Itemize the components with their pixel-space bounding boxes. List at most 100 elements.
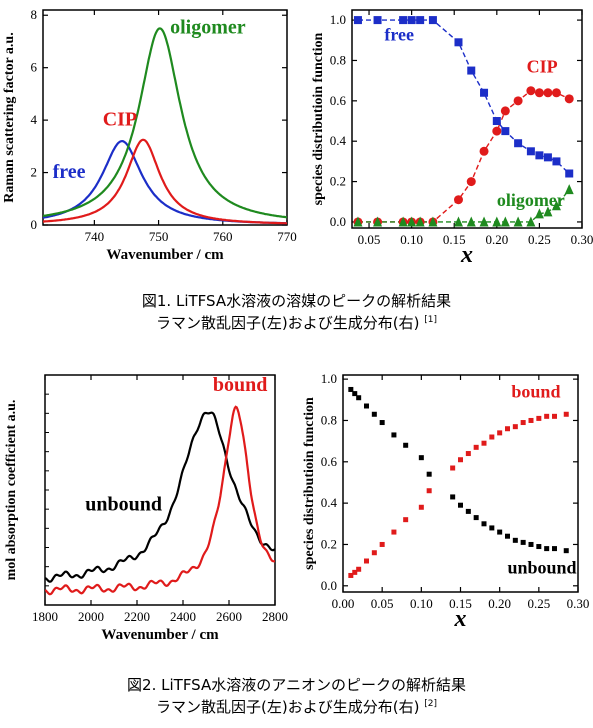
- series-unbound-point: [528, 541, 534, 547]
- series-free-point: [552, 157, 561, 166]
- series-label-free: free: [384, 24, 414, 44]
- series-oligomer-point: [373, 216, 383, 227]
- series-unbound-curve: [45, 411, 275, 583]
- series-bound-point: [489, 434, 495, 440]
- x-tick-label: 770: [277, 229, 297, 244]
- series-oligomer-point: [415, 216, 425, 227]
- series-bound-point: [552, 413, 557, 419]
- series-unbound-point: [391, 432, 397, 438]
- series-cip-point: [551, 88, 561, 98]
- series-oligomer-point: [513, 216, 523, 227]
- x-tick-label: 0.00: [332, 596, 355, 611]
- y-tick-label: 0.2: [330, 174, 346, 189]
- series-free-point: [373, 16, 382, 25]
- series-oligomer-point: [398, 216, 408, 227]
- series-bound-point: [352, 569, 358, 575]
- series-bound-point: [426, 488, 432, 494]
- series-bound-point: [458, 457, 463, 463]
- series-label-bound: bound: [511, 382, 560, 402]
- x-tick-label: 760: [213, 229, 233, 244]
- series-free-point: [514, 139, 523, 148]
- series-bound-point: [520, 420, 526, 426]
- series-unbound-point: [512, 537, 518, 543]
- series-oligomer-point: [492, 216, 502, 227]
- species-distribution-chart-2: 0.00 0.05 0.10 0.15 0.20 0.25 0.30 0.0 0.2 0.4 0.6…: [302, 371, 589, 632]
- y-axis-label: species distributioin function: [302, 397, 317, 570]
- x-tick-label: 0.05: [371, 596, 394, 611]
- x-tick-label: 2000: [78, 609, 104, 624]
- series-free-point: [526, 147, 535, 156]
- y-tick-label: 0.0: [330, 214, 346, 229]
- series-bound-point: [348, 572, 354, 578]
- y-axis-label: mol absorption coefficient a.u.: [4, 400, 19, 581]
- series-unbound-point: [352, 391, 358, 397]
- y-tick-label: 0.2: [321, 536, 337, 551]
- series-bound-point: [391, 529, 397, 535]
- series-oligomer-point: [551, 200, 561, 211]
- series-unbound-point: [426, 471, 432, 477]
- series-cip-point: [466, 177, 476, 187]
- series-label-cip: CIP: [527, 57, 558, 77]
- series-bound-point: [465, 451, 471, 457]
- series-free-point: [467, 66, 476, 75]
- series-free-point: [416, 16, 425, 25]
- x-tick-label: 0.10: [400, 232, 423, 247]
- y-tick-label: 4: [31, 112, 38, 127]
- series-unbound-point: [465, 508, 471, 514]
- y-axis-label: species distributioin function: [311, 32, 326, 205]
- series-unbound-point: [450, 494, 456, 500]
- series-unbound-point: [364, 403, 369, 409]
- series-label-free: free: [53, 161, 86, 183]
- x-axis-label: Wavenumber / cm: [101, 627, 219, 643]
- series-unbound-point: [379, 420, 385, 426]
- figure1-caption-text: ラマン散乱因子(左)および生成分布(右): [156, 314, 420, 332]
- x-tick-label: 0.20: [485, 232, 508, 247]
- series-unbound-point: [356, 395, 362, 401]
- figure2-reference: [2]: [424, 699, 437, 709]
- x-tick-label: 1800: [32, 609, 58, 624]
- x-tick-label: 2400: [170, 609, 196, 624]
- series-bound-point: [379, 541, 385, 547]
- y-tick-label: 0.4: [330, 133, 347, 148]
- series-bound-point: [481, 440, 487, 446]
- x-tick-label: 0.25: [528, 232, 551, 247]
- plot-frame: [351, 9, 583, 229]
- series-oligomer-point: [466, 216, 476, 227]
- figure1-caption: 図1. LiTFSA水溶液の溶媒のピークの解析結果 ラマン散乱因子(左)および生…: [0, 292, 593, 333]
- series-oligomer-point: [453, 216, 463, 227]
- series-free-point: [454, 38, 463, 47]
- series-bound-point: [473, 444, 479, 450]
- series-cip-point: [543, 88, 553, 98]
- plot-area: [43, 27, 287, 225]
- series-bound-point: [364, 558, 369, 564]
- series-unbound-point: [505, 533, 510, 539]
- series-oligomer-point: [500, 216, 510, 227]
- y-tick-label: 6: [31, 60, 38, 75]
- series-free-point: [480, 88, 489, 97]
- series-oligomer-point: [353, 216, 363, 227]
- y-tick-label: 0.6: [330, 93, 347, 108]
- series-cip-point: [500, 106, 510, 116]
- series-label-cip: CIP: [103, 108, 137, 130]
- x-tick-label: 750: [149, 229, 169, 244]
- series-free-point: [353, 16, 362, 25]
- x-axis-label: x: [460, 242, 473, 268]
- series-oligomer-point: [479, 216, 489, 227]
- series-unbound-point: [520, 539, 526, 545]
- series-unbound-point: [497, 529, 503, 535]
- series-oligomer-point: [407, 216, 417, 227]
- x-axis-label: x: [454, 606, 467, 632]
- y-tick-label: 2: [31, 165, 38, 180]
- series-bound-point: [505, 426, 510, 432]
- series-bound-point: [544, 413, 550, 419]
- x-tick-label: 0.25: [527, 596, 550, 611]
- series-label-bound: bound: [213, 374, 268, 396]
- figure2-caption-line2: ラマン散乱因子(左)および生成分布(右) [2]: [0, 695, 593, 717]
- x-tick-label: 0.15: [449, 596, 472, 611]
- series-free-point: [492, 117, 501, 126]
- figure1-reference: [1]: [424, 315, 437, 325]
- y-tick-label: 0.0: [321, 578, 337, 593]
- y-tick-label: 1.0: [321, 371, 337, 386]
